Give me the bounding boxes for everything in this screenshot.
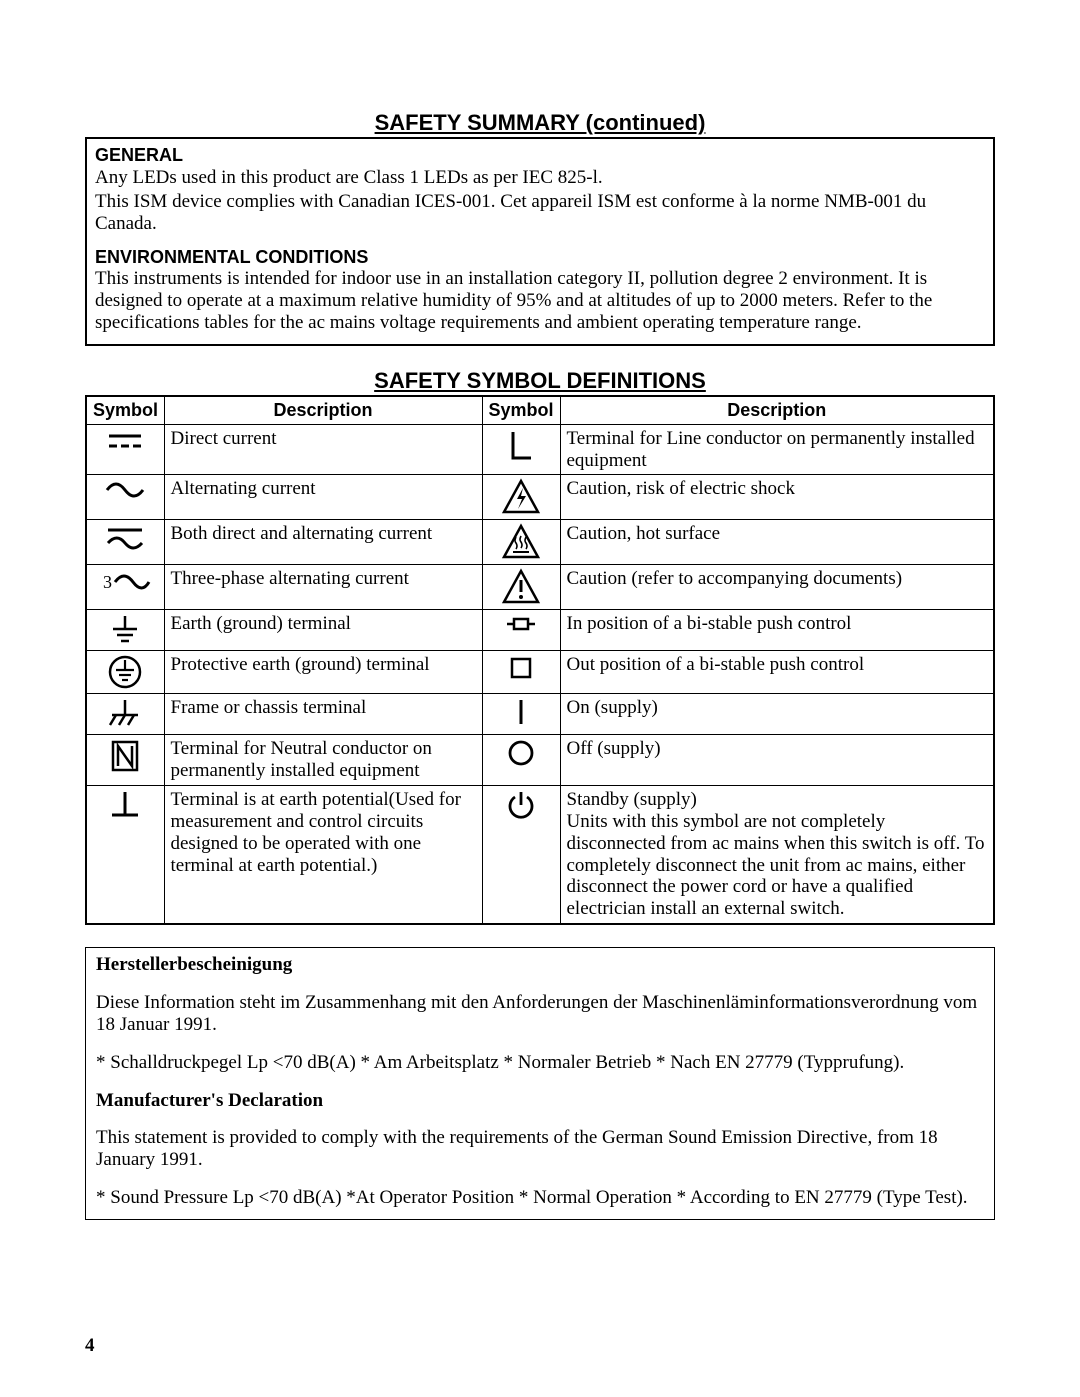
desc-cell: Both direct and alternating current — [164, 520, 482, 565]
earth-terminal-icon — [86, 610, 164, 651]
table-row: Frame or chassis terminal On (supply) — [86, 694, 994, 735]
desc-cell: Out position of a bi-stable push control — [560, 651, 994, 694]
page-number: 4 — [85, 1335, 95, 1357]
symbol-table: Symbol Description Symbol Description Di… — [85, 395, 995, 925]
desc-cell: Alternating current — [164, 475, 482, 520]
environmental-text: This instruments is intended for indoor … — [95, 268, 985, 334]
off-supply-icon — [482, 735, 560, 786]
caution-icon — [482, 565, 560, 610]
col-description-2: Description — [560, 396, 994, 424]
de-paragraph-1: Diese Information steht im Zusammenhang … — [96, 992, 984, 1036]
protective-earth-icon — [86, 651, 164, 694]
three-phase-icon: 3 — [86, 565, 164, 610]
chassis-terminal-icon — [86, 694, 164, 735]
desc-cell: Terminal for Line conductor on permanent… — [560, 424, 994, 475]
table-row: Both direct and alternating current Caut… — [86, 520, 994, 565]
desc-cell: Caution, hot surface — [560, 520, 994, 565]
general-heading: GENERAL — [95, 145, 985, 166]
dc-icon — [86, 424, 164, 475]
table-row: Direct current Terminal for Line conduct… — [86, 424, 994, 475]
ac-icon — [86, 475, 164, 520]
desc-cell: Protective earth (ground) terminal — [164, 651, 482, 694]
symbol-definitions-title: SAFETY SYMBOL DEFINITIONS — [85, 368, 995, 393]
declaration-box: Herstellerbescheinigung Diese Informatio… — [85, 947, 995, 1220]
table-row: Alternating current Caution, risk of ele… — [86, 475, 994, 520]
line-terminal-icon — [482, 424, 560, 475]
desc-cell: Earth (ground) terminal — [164, 610, 482, 651]
table-row: Terminal is at earth potential(Used for … — [86, 786, 994, 925]
col-symbol-1: Symbol — [86, 396, 164, 424]
standby-icon — [482, 786, 560, 925]
desc-cell: Terminal is at earth potential(Used for … — [164, 786, 482, 925]
neutral-terminal-icon — [86, 735, 164, 786]
safety-summary-title: SAFETY SUMMARY (continued) — [85, 110, 995, 135]
general-line1: Any LEDs used in this product are Class … — [95, 167, 985, 189]
on-supply-icon — [482, 694, 560, 735]
desc-cell: Caution (refer to accompanying documents… — [560, 565, 994, 610]
table-row: 3 Three-phase alternating current Cautio… — [86, 565, 994, 610]
dc-ac-icon — [86, 520, 164, 565]
table-row: Protective earth (ground) terminal Out p… — [86, 651, 994, 694]
hot-surface-icon — [482, 520, 560, 565]
svg-text:3: 3 — [103, 572, 112, 592]
desc-cell: Frame or chassis terminal — [164, 694, 482, 735]
col-description-1: Description — [164, 396, 482, 424]
bistable-out-icon — [482, 651, 560, 694]
earth-potential-icon — [86, 786, 164, 925]
col-symbol-2: Symbol — [482, 396, 560, 424]
safety-summary-box: GENERAL Any LEDs used in this product ar… — [85, 137, 995, 345]
en-paragraph-1: This statement is provided to comply wit… — [96, 1127, 984, 1171]
en-paragraph-2: * Sound Pressure Lp <70 dB(A) *At Operat… — [96, 1187, 984, 1209]
desc-cell: Direct current — [164, 424, 482, 475]
desc-cell: Off (supply) — [560, 735, 994, 786]
table-row: Terminal for Neutral conductor on perman… — [86, 735, 994, 786]
desc-cell: Standby (supply) Units with this symbol … — [560, 786, 994, 925]
shock-caution-icon — [482, 475, 560, 520]
table-header-row: Symbol Description Symbol Description — [86, 396, 994, 424]
desc-cell: In position of a bi-stable push control — [560, 610, 994, 651]
general-line2: This ISM device complies with Canadian I… — [95, 191, 985, 235]
desc-cell: On (supply) — [560, 694, 994, 735]
desc-cell: Caution, risk of electric shock — [560, 475, 994, 520]
de-paragraph-2: * Schalldruckpegel Lp <70 dB(A) * Am Arb… — [96, 1052, 984, 1074]
bistable-in-icon — [482, 610, 560, 651]
de-heading: Herstellerbescheinigung — [96, 954, 984, 976]
page: SAFETY SUMMARY (continued) GENERAL Any L… — [0, 0, 1080, 1397]
environmental-heading: ENVIRONMENTAL CONDITIONS — [95, 247, 985, 268]
en-heading: Manufacturer's Declaration — [96, 1090, 984, 1112]
desc-cell: Terminal for Neutral conductor on perman… — [164, 735, 482, 786]
desc-cell: Three-phase alternating current — [164, 565, 482, 610]
table-row: Earth (ground) terminal In position of a… — [86, 610, 994, 651]
